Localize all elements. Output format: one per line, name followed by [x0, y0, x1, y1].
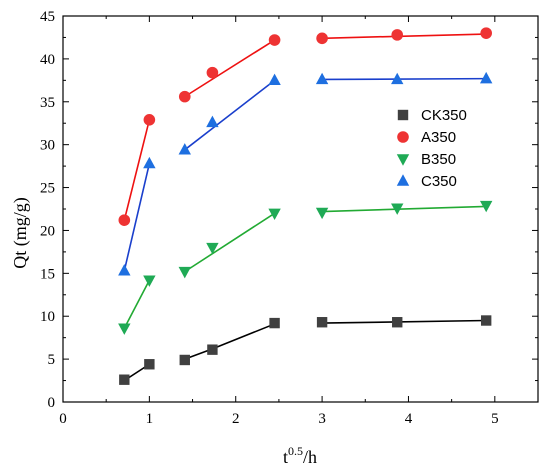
- x-axis-title: t0.5/h: [283, 444, 317, 467]
- y-tick-label: 5: [48, 352, 56, 368]
- data-point-a350: [268, 34, 281, 46]
- legend-marker-c350: [396, 174, 410, 186]
- data-point-b350: [391, 203, 404, 215]
- data-point-a350: [480, 27, 492, 39]
- y-tick-label: 45: [40, 9, 55, 25]
- y-tick-label: 0: [48, 395, 56, 411]
- fit-line-ck350: [184, 323, 275, 360]
- x-axis-title-superscript: 0.5: [288, 444, 303, 458]
- data-point-ck350: [179, 354, 190, 366]
- x-tick-label: 1: [146, 411, 154, 427]
- data-point-a350: [143, 113, 156, 126]
- fit-line-c350: [322, 77, 487, 81]
- y-tick-label: 10: [40, 309, 55, 325]
- data-point-a350: [316, 32, 328, 45]
- data-point-c350: [391, 72, 404, 85]
- data-point-ck350: [144, 359, 155, 370]
- x-tick-label: 4: [405, 411, 413, 427]
- data-point-c350: [178, 143, 191, 155]
- x-tick-label: 2: [232, 411, 240, 427]
- y-axis-title: Qt (mg/g): [10, 197, 31, 269]
- legend-marker-ck350: [397, 109, 409, 121]
- legend-label-c350: C350: [421, 173, 457, 190]
- data-point-a350: [118, 214, 131, 226]
- data-point-b350: [315, 207, 329, 220]
- legend: CK350 A350 B350 C350: [396, 107, 467, 190]
- data-point-a350: [391, 29, 404, 41]
- y-tick-label: 25: [40, 181, 55, 197]
- data-point-ck350: [392, 317, 403, 328]
- data-point-ck350: [119, 374, 130, 385]
- fit-lines: [123, 33, 487, 382]
- plot-border: [62, 15, 539, 403]
- data-markers: [118, 27, 493, 385]
- data-point-b350: [143, 275, 156, 287]
- fit-line-a350: [322, 33, 487, 40]
- data-point-b350: [118, 323, 131, 335]
- y-tick-label: 15: [40, 266, 55, 282]
- plot-frame: [62, 15, 539, 403]
- data-point-b350: [178, 266, 191, 279]
- legend-marker-b350: [396, 154, 410, 166]
- data-point-c350: [118, 264, 131, 276]
- data-point-b350: [268, 208, 281, 220]
- x-tick-label: 3: [318, 411, 326, 427]
- fit-line-c350: [184, 79, 276, 151]
- legend-label-ck350: CK350: [421, 107, 467, 124]
- fit-line-b350: [184, 212, 276, 273]
- data-point-a350: [178, 90, 191, 103]
- data-point-ck350: [480, 315, 492, 326]
- data-point-c350: [206, 115, 219, 128]
- fit-line-a350: [184, 39, 276, 98]
- y-tick-label: 35: [40, 95, 55, 111]
- data-point-ck350: [316, 317, 328, 328]
- fit-line-c350: [123, 163, 151, 271]
- data-point-ck350: [269, 317, 280, 329]
- data-point-b350: [206, 242, 219, 255]
- y-tick-label: 40: [40, 52, 55, 68]
- data-point-b350: [479, 200, 493, 213]
- x-tick-label: 0: [59, 411, 67, 427]
- y-tick-label: 20: [40, 223, 55, 239]
- data-point-ck350: [207, 344, 218, 355]
- y-tick-label: 30: [40, 138, 55, 154]
- data-point-c350: [479, 71, 493, 84]
- data-point-a350: [206, 66, 219, 79]
- x-tick-label: 5: [491, 411, 499, 427]
- fit-line-ck350: [322, 319, 487, 324]
- fit-line-b350: [123, 279, 151, 329]
- fit-line-b350: [322, 205, 487, 213]
- data-point-c350: [143, 156, 156, 169]
- data-point-c350: [315, 72, 329, 85]
- legend-label-a350: A350: [421, 129, 456, 146]
- fit-line-a350: [123, 119, 151, 221]
- legend-label-b350: B350: [421, 151, 456, 168]
- data-point-c350: [268, 73, 281, 86]
- legend-marker-a350: [397, 131, 409, 143]
